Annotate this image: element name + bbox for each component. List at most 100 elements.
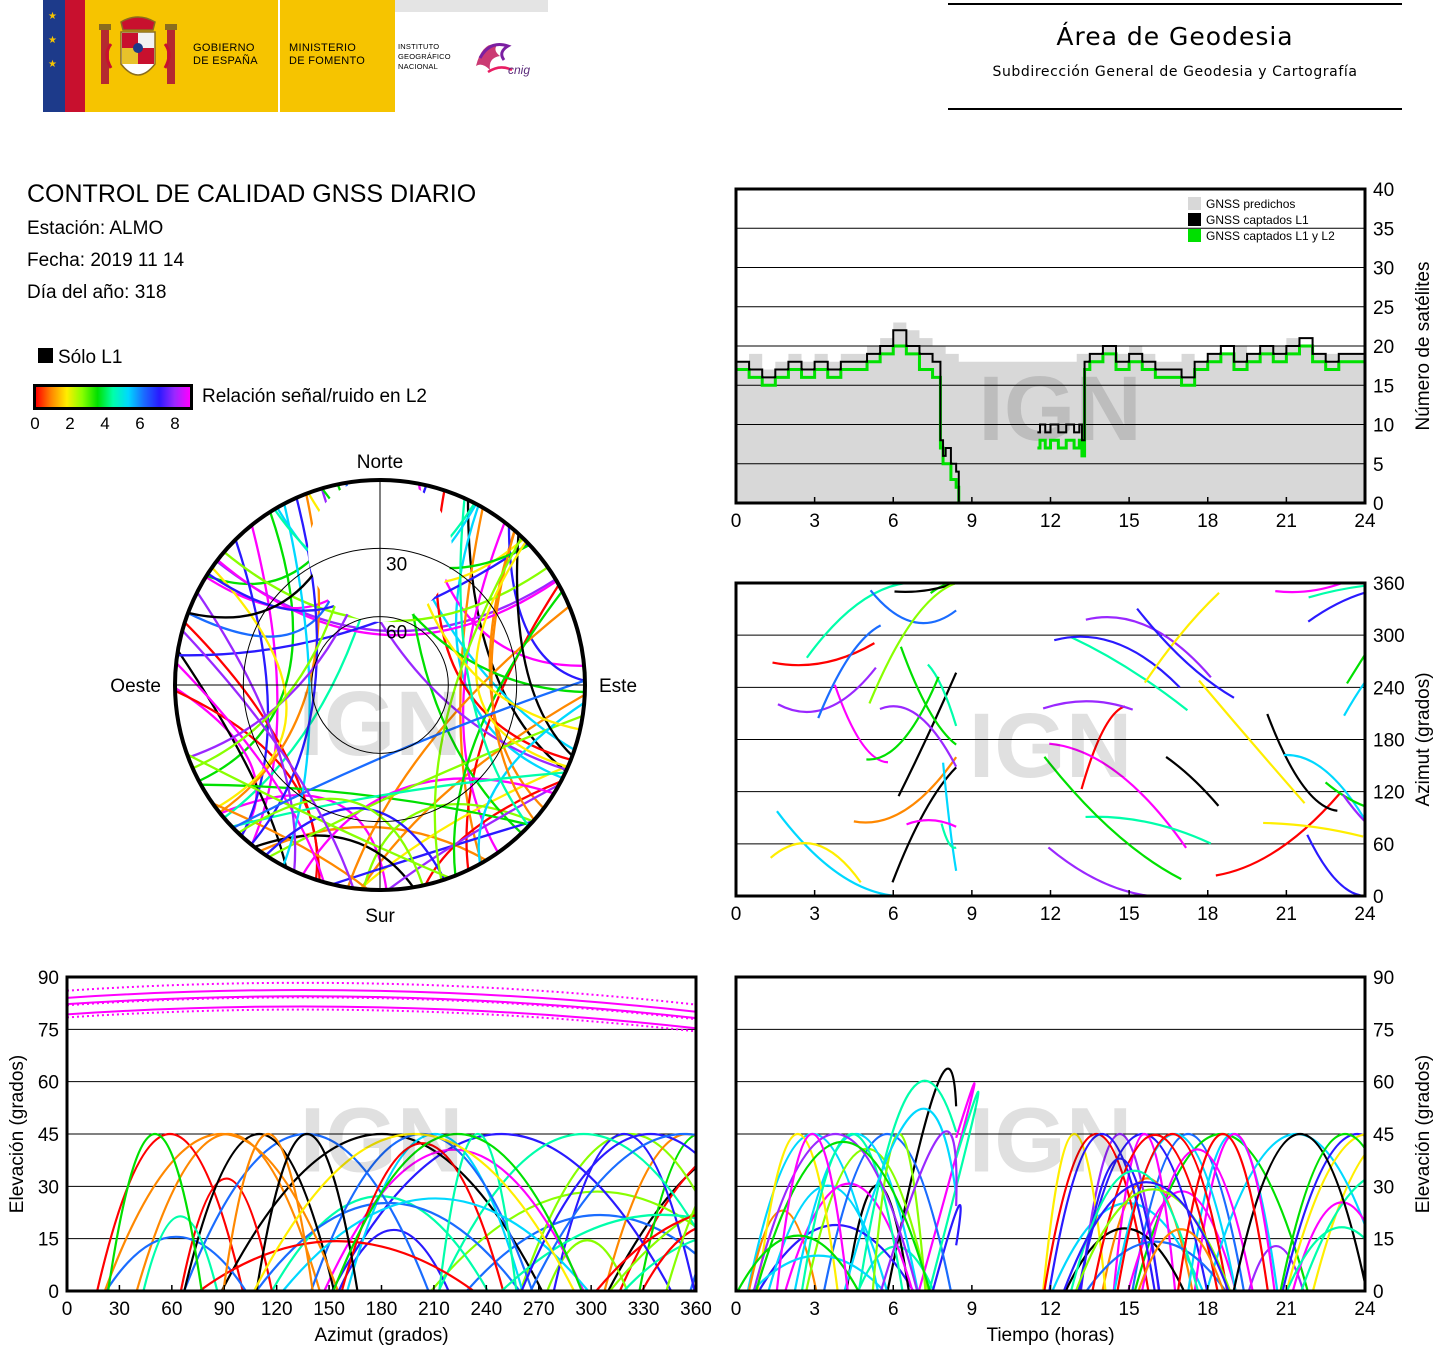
satellite-track bbox=[323, 1148, 585, 1291]
satellite-track bbox=[931, 1204, 962, 1291]
x-tick-label: 24 bbox=[1354, 904, 1376, 925]
x-tick-label: 3 bbox=[809, 1299, 820, 1320]
satellite-tracks bbox=[67, 981, 696, 1291]
x-tick-label: 21 bbox=[1276, 511, 1297, 532]
satellite-track bbox=[1047, 846, 1150, 896]
x-tick-label: 0 bbox=[731, 1299, 742, 1320]
y-tick-label: 5 bbox=[1373, 455, 1384, 476]
satellite-track bbox=[1342, 794, 1365, 824]
satellite-track bbox=[609, 1211, 696, 1291]
satellite-track bbox=[638, 1133, 696, 1291]
ign-watermark: IGN bbox=[300, 1090, 464, 1192]
coat-of-arms-icon bbox=[99, 16, 177, 84]
gov-label: GOBIERNO DE ESPAÑA bbox=[193, 42, 258, 68]
satellite-track bbox=[452, 590, 564, 876]
x-tick-label: 180 bbox=[366, 1299, 398, 1320]
x-tick-label: 210 bbox=[418, 1299, 450, 1320]
government-logo-block: ★ ★ ★ GOBIERNO DE ESPAÑA MINISTERIO bbox=[43, 0, 548, 112]
legend-swatch bbox=[1188, 213, 1201, 226]
satellite-track bbox=[879, 1130, 958, 1291]
satellite-track bbox=[331, 820, 534, 886]
satellite-track bbox=[222, 1132, 314, 1291]
x-tick-label: 0 bbox=[62, 1299, 73, 1320]
satellite-track bbox=[1101, 1177, 1194, 1291]
satellite-track bbox=[917, 1082, 976, 1291]
doy-label: Día del año: 318 bbox=[27, 282, 167, 303]
y-tick-label: 25 bbox=[1373, 298, 1394, 319]
y-tick-label: 30 bbox=[1373, 1177, 1394, 1198]
x-tick-label: 330 bbox=[628, 1299, 660, 1320]
area-subtitle: Subdirección General de Geodesia y Carto… bbox=[992, 64, 1358, 80]
satellite-track bbox=[1343, 680, 1365, 717]
snr-tick: 6 bbox=[135, 414, 145, 433]
satellite-track bbox=[622, 1238, 696, 1291]
y-tick-label: 0 bbox=[1373, 494, 1384, 515]
x-tick-label: 360 bbox=[680, 1299, 712, 1320]
satellite-track bbox=[177, 542, 530, 657]
y-tick-label: 15 bbox=[38, 1230, 59, 1251]
satellite-track bbox=[751, 1254, 885, 1291]
satellite-track bbox=[800, 1132, 904, 1291]
satellite-track bbox=[107, 1132, 203, 1291]
x-tick-label: 240 bbox=[470, 1299, 502, 1320]
satellite-track bbox=[1062, 1181, 1230, 1291]
y-tick-label: 60 bbox=[1373, 1073, 1394, 1094]
satellite-track bbox=[1291, 1201, 1365, 1291]
ring-label: 60 bbox=[386, 623, 407, 644]
y-axis-label: Elevación (grados) bbox=[1413, 1055, 1434, 1213]
satellite-tracks bbox=[175, 480, 585, 890]
x-tick-label: 9 bbox=[967, 511, 978, 532]
satellite-track bbox=[200, 783, 531, 827]
satellite-track bbox=[1080, 705, 1126, 790]
x-tick-label: 120 bbox=[261, 1299, 293, 1320]
y-tick-label: 40 bbox=[1373, 180, 1394, 201]
y-tick-label: 300 bbox=[1373, 626, 1405, 647]
satellite-track bbox=[1198, 679, 1306, 804]
satellite-track bbox=[1043, 756, 1182, 881]
cnig-logo-icon: cnig bbox=[476, 43, 530, 77]
satellite-track bbox=[67, 996, 696, 1021]
x-tick-label: 12 bbox=[1040, 1299, 1061, 1320]
satellite-track bbox=[879, 705, 958, 768]
x-tick-label: 3 bbox=[809, 904, 820, 925]
satellite-track bbox=[843, 1107, 958, 1291]
satellite-track bbox=[1064, 1227, 1185, 1291]
satellite-track bbox=[1048, 1132, 1156, 1291]
satellite-track bbox=[1176, 1132, 1269, 1291]
y-tick-label: 60 bbox=[1373, 835, 1394, 856]
legend-swatch bbox=[1188, 197, 1201, 210]
y-tick-label: 90 bbox=[1373, 968, 1394, 989]
satellite-track bbox=[96, 1132, 244, 1291]
gov-line2: DE ESPAÑA bbox=[193, 55, 258, 67]
satellite-track bbox=[1193, 1132, 1276, 1291]
ign-watermark: IGN bbox=[969, 1090, 1133, 1192]
area-title: Área de Geodesia bbox=[1056, 22, 1294, 51]
satellite-track bbox=[777, 666, 877, 713]
horizon-ring bbox=[173, 478, 587, 892]
x-tick-label: 21 bbox=[1276, 904, 1297, 925]
satellite-track bbox=[1324, 781, 1365, 808]
x-tick-label: 15 bbox=[1119, 904, 1140, 925]
ign-watermark: IGN bbox=[969, 695, 1133, 797]
y-tick-label: 15 bbox=[1373, 1230, 1394, 1251]
satellite-track bbox=[1285, 1226, 1365, 1291]
y-axis-label: Elevación (grados) bbox=[7, 1055, 28, 1213]
x-tick-label: 9 bbox=[967, 904, 978, 925]
satellite-track bbox=[67, 988, 696, 1013]
satellite-track bbox=[767, 1184, 889, 1291]
compass-north: Norte bbox=[357, 452, 403, 473]
y-tick-label: 60 bbox=[38, 1073, 59, 1094]
satellite-track bbox=[234, 539, 270, 837]
l1-only-swatch bbox=[38, 348, 53, 363]
x-tick-label: 15 bbox=[1119, 1299, 1140, 1320]
satellite-track bbox=[891, 766, 957, 883]
x-tick-label: 6 bbox=[888, 1299, 899, 1320]
satellite-track bbox=[928, 1090, 980, 1291]
satellite-track bbox=[1131, 1132, 1245, 1291]
header-rule-top bbox=[948, 3, 1402, 5]
satellite-track bbox=[775, 1132, 849, 1291]
snr-colorbar bbox=[33, 384, 193, 410]
satellite-track bbox=[1307, 591, 1365, 623]
